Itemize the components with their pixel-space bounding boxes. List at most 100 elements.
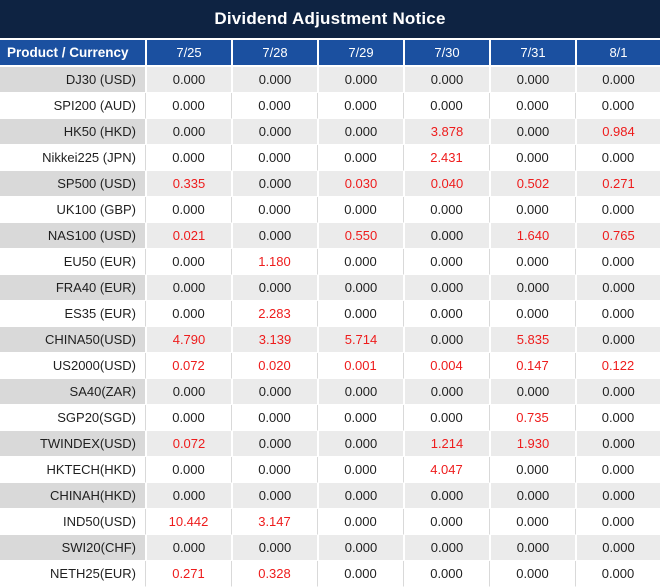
column-header-date-1: 7/25	[145, 40, 231, 67]
value-cell: 0.000	[403, 483, 489, 509]
table-row: TWINDEX(USD) 0.072 0.000 0.000 1.214 1.930 0.0…	[0, 431, 660, 457]
value-cell: 0.000	[403, 509, 489, 535]
product-cell: SPI200 (AUD)	[0, 93, 145, 119]
value-cell: 0.000	[489, 379, 575, 405]
value-cell: 0.328	[231, 561, 317, 587]
value-cell: 0.001	[317, 353, 403, 379]
value-cell: 0.000	[317, 249, 403, 275]
product-cell: DJ30 (USD)	[0, 67, 145, 93]
value-cell: 0.000	[575, 457, 660, 483]
value-cell: 0.000	[575, 431, 660, 457]
value-cell: 0.000	[317, 379, 403, 405]
value-cell: 0.000	[145, 197, 231, 223]
table-row: HK50 (HKD) 0.000 0.000 0.000 3.878 0.000 0.984	[0, 119, 660, 145]
value-cell: 1.640	[489, 223, 575, 249]
value-cell: 0.000	[575, 275, 660, 301]
value-cell: 0.000	[231, 457, 317, 483]
value-cell: 0.000	[231, 431, 317, 457]
value-cell: 0.000	[231, 379, 317, 405]
value-cell: 0.000	[489, 535, 575, 561]
value-cell: 0.000	[489, 145, 575, 171]
table-row: SA40(ZAR) 0.000 0.000 0.000 0.000 0.000 0.000	[0, 379, 660, 405]
value-cell: 0.550	[317, 223, 403, 249]
table-body: DJ30 (USD) 0.000 0.000 0.000 0.000 0.000 0.000…	[0, 67, 660, 587]
table-row: IND50(USD) 10.442 3.147 0.000 0.000 0.000 0.00…	[0, 509, 660, 535]
table-row: US2000(USD) 0.072 0.020 0.001 0.004 0.147 0.12…	[0, 353, 660, 379]
value-cell: 0.040	[403, 171, 489, 197]
product-cell: TWINDEX(USD)	[0, 431, 145, 457]
value-cell: 0.000	[231, 171, 317, 197]
table-row: FRA40 (EUR) 0.000 0.000 0.000 0.000 0.000 0.00…	[0, 275, 660, 301]
column-header-date-4: 7/30	[403, 40, 489, 67]
dividend-table: Product / Currency 7/25 7/28 7/29 7/30 7…	[0, 40, 660, 587]
value-cell: 0.000	[403, 93, 489, 119]
value-cell: 0.000	[145, 483, 231, 509]
value-cell: 0.000	[145, 145, 231, 171]
product-cell: SA40(ZAR)	[0, 379, 145, 405]
value-cell: 0.000	[145, 301, 231, 327]
value-cell: 0.000	[403, 301, 489, 327]
value-cell: 0.000	[575, 405, 660, 431]
table-row: SWI20(CHF) 0.000 0.000 0.000 0.000 0.000 0.000	[0, 535, 660, 561]
value-cell: 0.000	[317, 93, 403, 119]
value-cell: 0.000	[575, 483, 660, 509]
value-cell: 0.000	[231, 67, 317, 93]
table-row: CHINA50(USD) 4.790 3.139 5.714 0.000 5.835 0.0…	[0, 327, 660, 353]
product-cell: SP500 (USD)	[0, 171, 145, 197]
value-cell: 0.000	[489, 457, 575, 483]
value-cell: 0.000	[231, 119, 317, 145]
value-cell: 3.139	[231, 327, 317, 353]
value-cell: 0.000	[575, 535, 660, 561]
value-cell: 0.000	[489, 275, 575, 301]
value-cell: 0.000	[489, 249, 575, 275]
value-cell: 0.000	[317, 561, 403, 587]
value-cell: 0.000	[145, 93, 231, 119]
header-row: Product / Currency 7/25 7/28 7/29 7/30 7…	[0, 40, 660, 67]
value-cell: 0.271	[145, 561, 231, 587]
value-cell: 0.072	[145, 431, 231, 457]
value-cell: 0.000	[231, 223, 317, 249]
value-cell: 0.000	[403, 535, 489, 561]
value-cell: 0.000	[489, 509, 575, 535]
table-row: UK100 (GBP) 0.000 0.000 0.000 0.000 0.000 0.00…	[0, 197, 660, 223]
value-cell: 0.000	[317, 67, 403, 93]
value-cell: 0.000	[145, 405, 231, 431]
table-row: SP500 (USD) 0.335 0.000 0.030 0.040 0.502 0.27…	[0, 171, 660, 197]
value-cell: 0.000	[231, 483, 317, 509]
value-cell: 0.000	[317, 275, 403, 301]
value-cell: 0.000	[489, 483, 575, 509]
table-row: NETH25(EUR) 0.271 0.328 0.000 0.000 0.000 0.00…	[0, 561, 660, 587]
value-cell: 0.000	[489, 119, 575, 145]
product-cell: NETH25(EUR)	[0, 561, 145, 587]
value-cell: 0.000	[317, 145, 403, 171]
value-cell: 0.122	[575, 353, 660, 379]
value-cell: 0.000	[317, 457, 403, 483]
value-cell: 0.000	[231, 145, 317, 171]
value-cell: 0.000	[317, 301, 403, 327]
value-cell: 0.000	[231, 197, 317, 223]
value-cell: 4.047	[403, 457, 489, 483]
value-cell: 0.000	[145, 379, 231, 405]
value-cell: 0.271	[575, 171, 660, 197]
value-cell: 0.000	[575, 249, 660, 275]
table-row: ES35 (EUR) 0.000 2.283 0.000 0.000 0.000 0.000	[0, 301, 660, 327]
value-cell: 0.000	[403, 379, 489, 405]
column-header-product: Product / Currency	[0, 40, 145, 67]
value-cell: 0.000	[403, 275, 489, 301]
title-bar: Dividend Adjustment Notice	[0, 0, 660, 40]
value-cell: 0.000	[403, 561, 489, 587]
value-cell: 0.000	[231, 275, 317, 301]
value-cell: 0.000	[489, 67, 575, 93]
table-row: EU50 (EUR) 0.000 1.180 0.000 0.000 0.000 0.000	[0, 249, 660, 275]
value-cell: 0.000	[403, 197, 489, 223]
value-cell: 0.072	[145, 353, 231, 379]
value-cell: 0.502	[489, 171, 575, 197]
product-cell: US2000(USD)	[0, 353, 145, 379]
table-row: Nikkei225 (JPN) 0.000 0.000 0.000 2.431 0.000…	[0, 145, 660, 171]
product-cell: FRA40 (EUR)	[0, 275, 145, 301]
value-cell: 0.000	[317, 535, 403, 561]
value-cell: 0.000	[145, 119, 231, 145]
product-cell: IND50(USD)	[0, 509, 145, 535]
value-cell: 1.930	[489, 431, 575, 457]
